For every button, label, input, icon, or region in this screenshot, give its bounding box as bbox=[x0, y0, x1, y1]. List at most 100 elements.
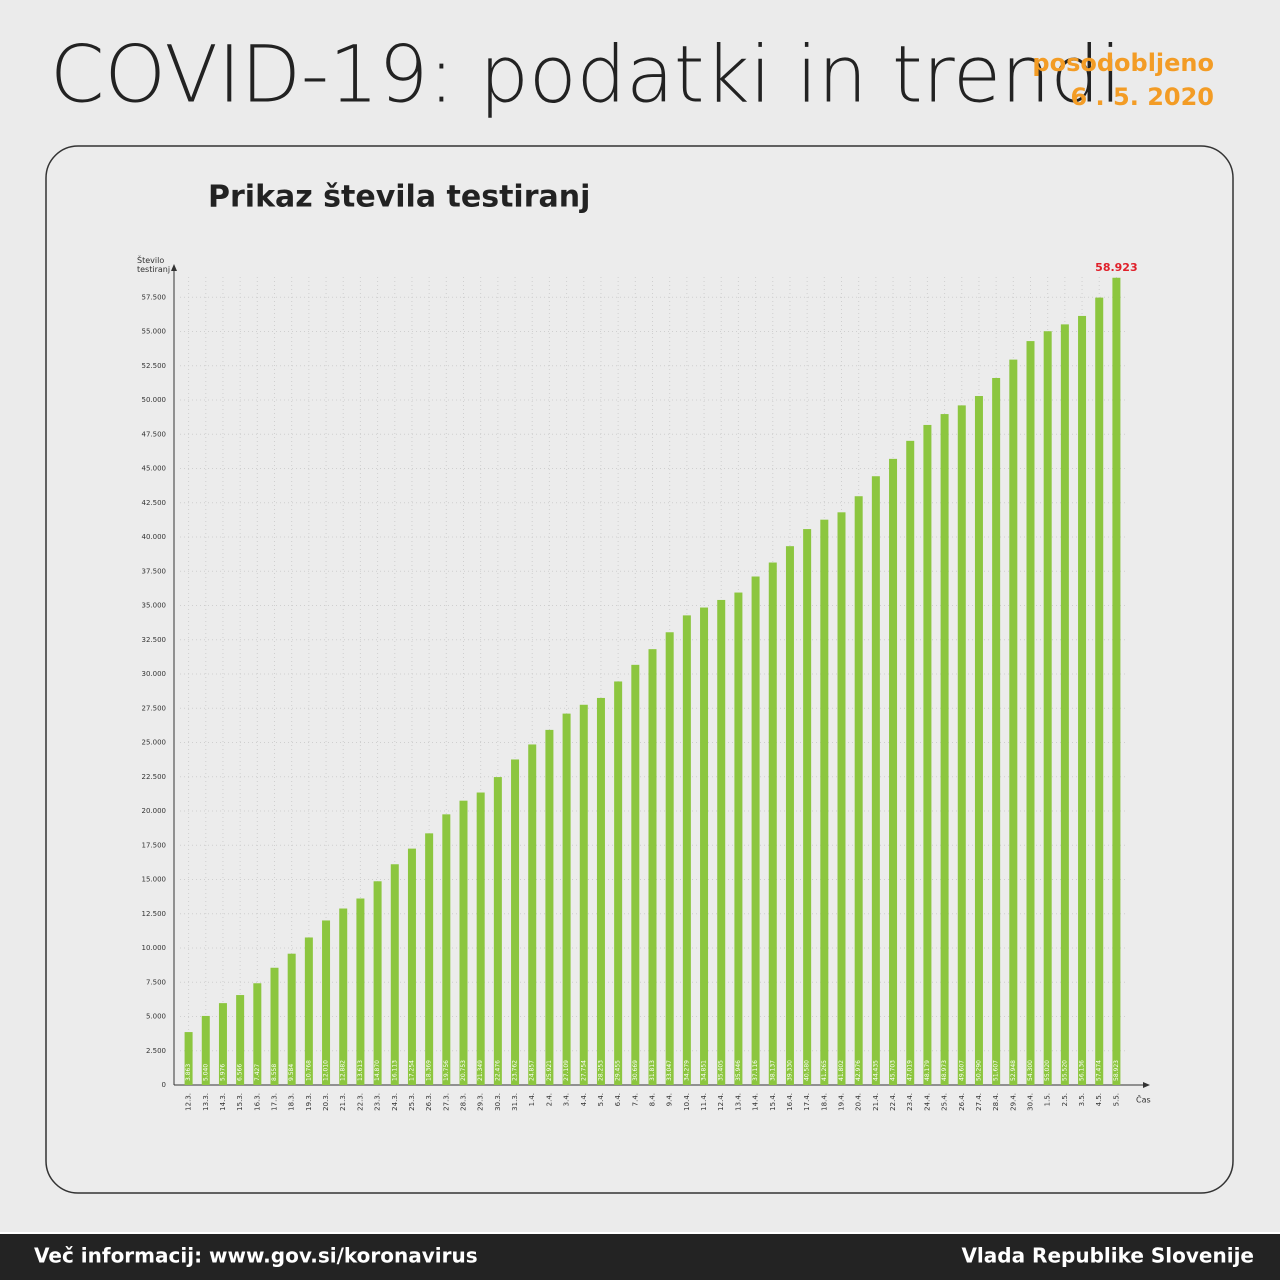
bar bbox=[889, 458, 898, 1085]
footer-government: Vlada Republike Slovenije bbox=[961, 1244, 1254, 1268]
value-label: 35.946 bbox=[735, 1060, 742, 1081]
x-tick-label: 21.4. bbox=[872, 1093, 880, 1111]
footer-rule bbox=[0, 1232, 1280, 1234]
bar bbox=[906, 440, 915, 1085]
x-tick-label: 27.3. bbox=[442, 1093, 450, 1111]
x-tick-label: 29.4. bbox=[1009, 1093, 1017, 1111]
bar bbox=[322, 920, 331, 1085]
value-label: 25.921 bbox=[546, 1060, 553, 1081]
y-tick-label: 57.500 bbox=[142, 293, 167, 301]
bar bbox=[751, 576, 760, 1085]
y-tick-label: 22.500 bbox=[142, 773, 167, 781]
y-tick-label: 17.500 bbox=[142, 841, 167, 849]
x-tick-label: 11.4. bbox=[700, 1093, 708, 1111]
value-label: 38.137 bbox=[769, 1060, 776, 1081]
value-label: 48.973 bbox=[941, 1060, 948, 1081]
bar bbox=[528, 744, 537, 1085]
y-tick-label: 32.500 bbox=[142, 636, 167, 644]
value-label: 44.435 bbox=[872, 1060, 879, 1081]
value-label: 24.857 bbox=[529, 1060, 536, 1081]
value-label: 35.405 bbox=[718, 1060, 725, 1081]
bar bbox=[493, 777, 502, 1085]
y-tick-label: 0 bbox=[162, 1081, 166, 1089]
value-label: 7.427 bbox=[254, 1064, 261, 1081]
bar bbox=[476, 792, 485, 1085]
x-tick-label: 26.4. bbox=[958, 1093, 966, 1111]
bar bbox=[631, 664, 640, 1085]
value-label: 21.349 bbox=[477, 1060, 484, 1081]
y-tick-label: 37.500 bbox=[142, 567, 167, 575]
y-tick-label: 50.000 bbox=[142, 396, 167, 404]
value-label: 58.923 bbox=[1113, 1060, 1120, 1081]
x-tick-label: 5.5. bbox=[1112, 1093, 1120, 1106]
y-tick-label: 45.000 bbox=[142, 465, 167, 473]
value-label: 3.863 bbox=[185, 1064, 192, 1081]
value-label: 8.558 bbox=[271, 1064, 278, 1081]
y-tick-label: 5.000 bbox=[146, 1013, 166, 1021]
y-tick-label: 10.000 bbox=[142, 944, 167, 952]
updated-date: 6 . 5. 2020 bbox=[1071, 83, 1215, 111]
x-tick-label: 20.3. bbox=[322, 1093, 330, 1111]
bar bbox=[665, 632, 674, 1085]
x-axis-arrow bbox=[1143, 1082, 1150, 1088]
value-label: 47.019 bbox=[907, 1060, 914, 1081]
x-tick-label: 19.3. bbox=[305, 1093, 313, 1111]
x-tick-label: 19.4. bbox=[838, 1093, 846, 1111]
y-tick-label: 25.000 bbox=[142, 739, 167, 747]
x-tick-label: 2.4. bbox=[545, 1093, 553, 1106]
value-label: 39.330 bbox=[786, 1060, 793, 1081]
bar bbox=[356, 898, 365, 1085]
value-label: 17.254 bbox=[408, 1060, 415, 1081]
value-label: 42.976 bbox=[855, 1060, 862, 1081]
bar bbox=[304, 937, 313, 1085]
footer-info: Več informacij: www.gov.si/koronavirus bbox=[34, 1244, 478, 1268]
value-label: 30.669 bbox=[632, 1060, 639, 1081]
bar bbox=[992, 377, 1001, 1085]
page-title: COVID-19: podatki in trendi bbox=[50, 31, 1122, 121]
x-tick-label: 29.3. bbox=[477, 1093, 485, 1111]
value-label: 40.580 bbox=[804, 1060, 811, 1081]
value-label: 45.703 bbox=[890, 1060, 897, 1081]
y-tick-label: 2.500 bbox=[146, 1047, 166, 1055]
x-tick-label: 14.3. bbox=[219, 1093, 227, 1111]
x-tick-label: 28.3. bbox=[460, 1093, 468, 1111]
value-label: 19.756 bbox=[443, 1060, 450, 1081]
value-label: 16.113 bbox=[391, 1060, 398, 1081]
x-tick-label: 3.5. bbox=[1078, 1093, 1086, 1106]
chart-title: Prikaz števila testiranj bbox=[208, 180, 590, 215]
x-tick-label: 31.3. bbox=[511, 1093, 519, 1111]
value-label: 54.300 bbox=[1027, 1060, 1034, 1081]
bar bbox=[201, 1015, 210, 1085]
x-tick-label: 28.4. bbox=[992, 1093, 1000, 1111]
value-label: 27.754 bbox=[580, 1060, 587, 1081]
y-tick-label: 7.500 bbox=[146, 978, 166, 986]
bar bbox=[339, 908, 348, 1085]
x-axis-label: Čas bbox=[1136, 1094, 1151, 1105]
value-label: 20.753 bbox=[460, 1060, 467, 1081]
bar bbox=[218, 1003, 227, 1085]
value-label: 9.584 bbox=[288, 1064, 295, 1081]
bar bbox=[442, 814, 451, 1085]
x-tick-label: 25.3. bbox=[408, 1093, 416, 1111]
y-tick-label: 27.500 bbox=[142, 704, 167, 712]
x-tick-label: 22.3. bbox=[356, 1093, 364, 1111]
bar bbox=[1095, 297, 1104, 1085]
value-label: 29.455 bbox=[615, 1060, 622, 1081]
bar bbox=[1026, 341, 1035, 1086]
x-tick-label: 17.3. bbox=[271, 1093, 279, 1111]
bar bbox=[562, 713, 571, 1085]
x-tick-label: 26.3. bbox=[425, 1093, 433, 1111]
bar bbox=[390, 864, 399, 1085]
bar bbox=[425, 833, 434, 1085]
value-label: 28.253 bbox=[597, 1060, 604, 1081]
bar bbox=[287, 953, 296, 1085]
value-label: 34.851 bbox=[701, 1060, 708, 1081]
bar bbox=[1009, 359, 1018, 1085]
value-label: 51.607 bbox=[993, 1060, 1000, 1081]
bar bbox=[768, 562, 777, 1085]
bar bbox=[974, 396, 983, 1086]
bar bbox=[614, 681, 623, 1085]
value-label: 12.882 bbox=[340, 1060, 347, 1081]
value-label: 14.870 bbox=[374, 1060, 381, 1081]
y-tick-label: 42.500 bbox=[142, 499, 167, 507]
